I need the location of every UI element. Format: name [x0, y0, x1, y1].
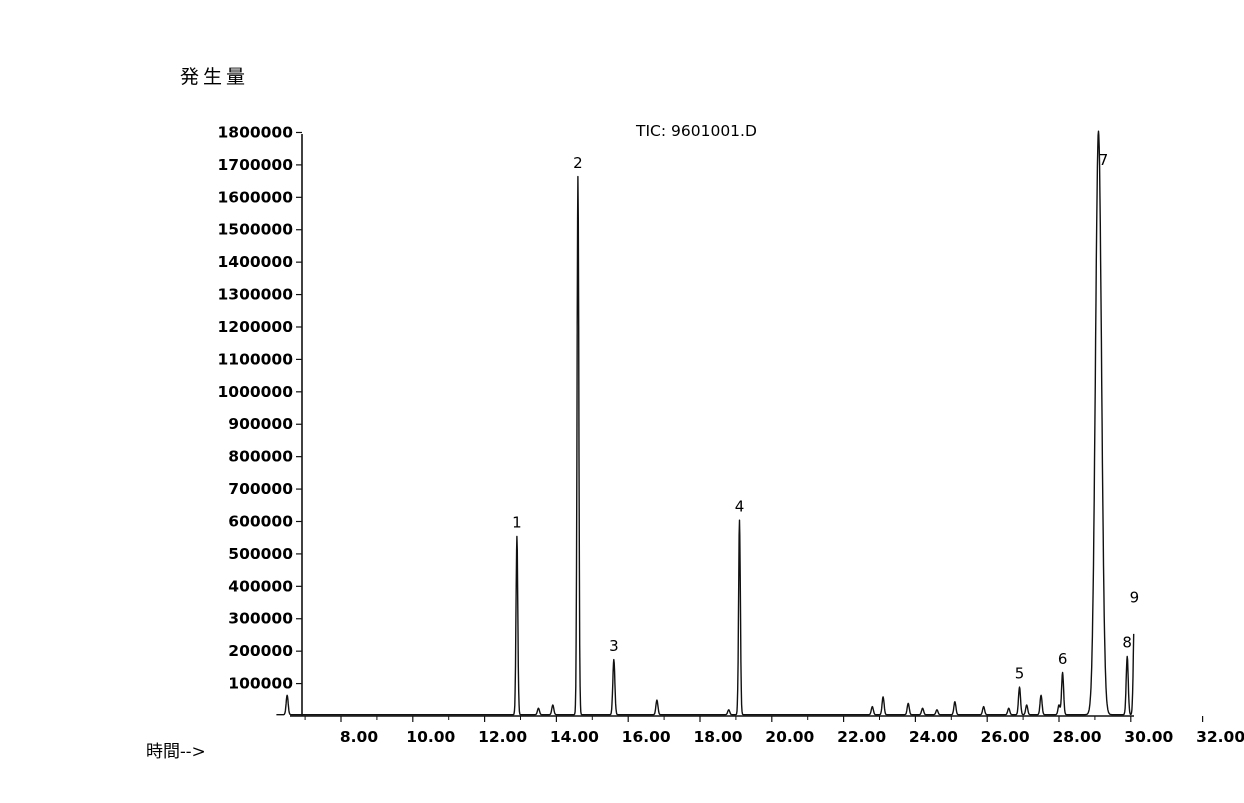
y-tick-label: 1200000 — [218, 318, 294, 336]
y-tick-label: 1500000 — [218, 221, 294, 239]
x-axis-ticks: 8.00 10.00 12.00 14.00 16.00 18.00 20.00 22.00 2… — [304, 716, 1244, 746]
y-tick-label: 700000 — [228, 480, 293, 498]
x-tick-label: 18.00 — [693, 728, 742, 746]
y-tick-label: 500000 — [228, 545, 293, 563]
y-tick-label: 1300000 — [218, 286, 294, 304]
x-tick-label: 28.00 — [1052, 728, 1101, 746]
peak-labels: 1 2 3 4 5 6 7 8 9 — [512, 151, 1139, 683]
x-tick-label: 30.00 — [1124, 728, 1173, 746]
y-tick-label: 1600000 — [218, 188, 294, 206]
peak-label-5: 5 — [1015, 664, 1025, 682]
y-tick-label: 100000 — [228, 675, 293, 693]
x-tick-label: 16.00 — [622, 728, 671, 746]
x-tick-label: 32.00 — [1196, 728, 1244, 746]
y-axis-label: 発生量 — [180, 66, 249, 88]
tic-trace-line — [276, 130, 1135, 716]
y-axis-ticks: 100000 200000 300000 400000 500000 600000 7000… — [218, 123, 302, 693]
x-tick-label: 24.00 — [909, 728, 958, 746]
peak-label-6: 6 — [1058, 650, 1068, 668]
x-tick-label: 12.00 — [478, 728, 527, 746]
y-tick-label: 300000 — [228, 610, 293, 628]
x-tick-label: 22.00 — [837, 728, 886, 746]
x-tick-label: 20.00 — [765, 728, 814, 746]
y-tick-label: 200000 — [228, 642, 293, 660]
peak-label-1: 1 — [512, 514, 522, 532]
y-tick-label: 1100000 — [218, 350, 294, 368]
y-tick-label: 900000 — [228, 415, 293, 433]
y-tick-label: 800000 — [228, 448, 293, 466]
x-axis-label: 時間--> — [146, 742, 206, 762]
peak-label-2: 2 — [573, 154, 583, 172]
y-tick-label: 1800000 — [218, 123, 294, 141]
x-tick-label: 8.00 — [340, 728, 378, 746]
x-tick-label: 10.00 — [406, 728, 455, 746]
y-tick-label: 1000000 — [218, 383, 294, 401]
peak-label-8: 8 — [1122, 634, 1132, 652]
peak-label-3: 3 — [609, 637, 619, 655]
peak-label-9: 9 — [1130, 588, 1140, 606]
y-tick-label: 1700000 — [218, 156, 294, 174]
x-tick-label: 14.00 — [550, 728, 599, 746]
y-tick-label: 600000 — [228, 512, 293, 530]
chart-title: TIC: 9601001.D — [635, 122, 757, 140]
x-tick-label: 26.00 — [981, 728, 1030, 746]
peak-label-7: 7 — [1099, 151, 1109, 169]
peak-label-4: 4 — [735, 497, 745, 515]
y-tick-label: 1400000 — [218, 253, 294, 271]
y-tick-label: 400000 — [228, 577, 293, 595]
